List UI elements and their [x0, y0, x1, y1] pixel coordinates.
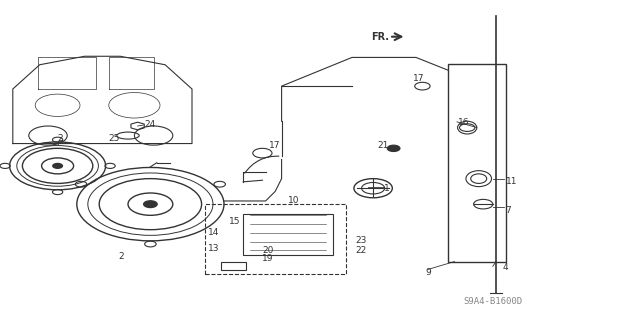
- Text: 20: 20: [262, 246, 274, 255]
- Circle shape: [143, 201, 157, 208]
- Text: 17: 17: [269, 141, 280, 150]
- Text: 10: 10: [288, 197, 300, 205]
- Circle shape: [52, 163, 62, 168]
- Text: 14: 14: [208, 228, 220, 237]
- Text: 11: 11: [506, 177, 517, 186]
- Text: S9A4-B1600D: S9A4-B1600D: [463, 297, 522, 306]
- Text: 24: 24: [144, 120, 156, 129]
- Bar: [221, 262, 246, 270]
- Text: FR.: FR.: [371, 32, 389, 42]
- Text: 17: 17: [413, 74, 424, 83]
- Text: 9: 9: [426, 268, 431, 277]
- Bar: [448, 64, 506, 262]
- Text: 1: 1: [384, 184, 390, 193]
- Bar: [205, 204, 346, 274]
- Text: 21: 21: [378, 141, 389, 150]
- Text: 19: 19: [262, 254, 274, 263]
- Text: 16: 16: [458, 118, 469, 127]
- Text: 15: 15: [229, 217, 241, 226]
- Text: 2: 2: [118, 252, 124, 261]
- Bar: [243, 214, 333, 255]
- Circle shape: [387, 145, 400, 152]
- Text: 7: 7: [506, 206, 511, 215]
- Text: 4: 4: [502, 263, 508, 272]
- Text: 13: 13: [208, 244, 220, 253]
- Text: 2: 2: [58, 134, 63, 143]
- Text: 25: 25: [109, 134, 120, 143]
- Text: 23: 23: [355, 236, 367, 245]
- Text: 22: 22: [355, 246, 367, 255]
